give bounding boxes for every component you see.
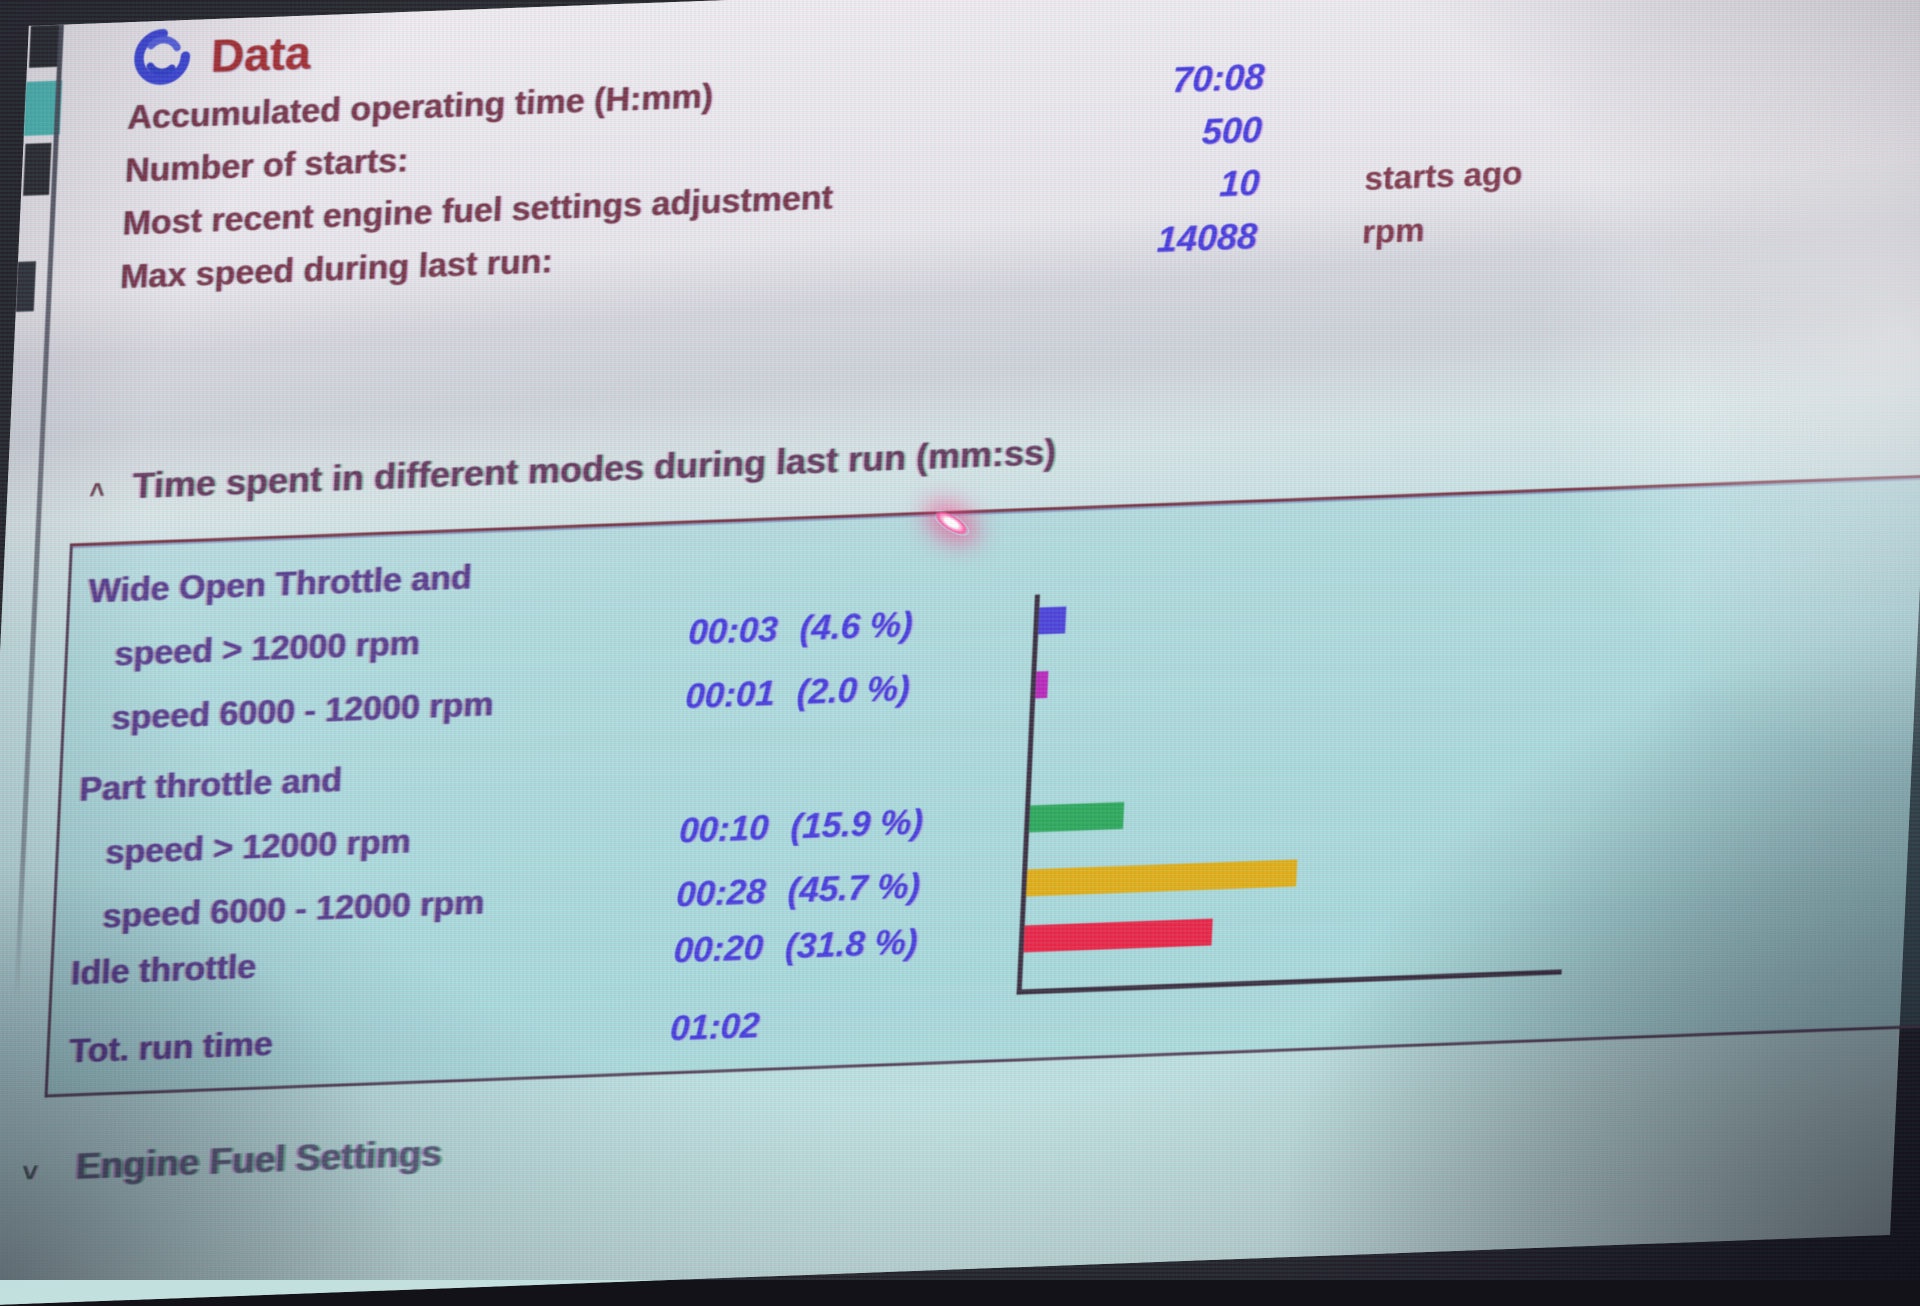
collapse-up-icon[interactable]: ˄ xyxy=(89,474,106,506)
mode-row-value: 00:01 (2.0 %) xyxy=(649,662,1091,718)
mode-row-label: speed > 12000 rpm xyxy=(105,821,412,872)
mode-row-value: 00:03 (4.6 %) xyxy=(652,598,1094,654)
chart-bar xyxy=(1038,606,1066,634)
modes-panel: Wide Open Throttle and speed > 12000 rpm 0… xyxy=(44,473,1920,1097)
mode-row-label: Idle throttle xyxy=(70,947,257,994)
mode-percentage: (15.9 %) xyxy=(790,802,924,847)
mode-time: 00:28 xyxy=(640,872,767,917)
fuel-section-title: Engine Fuel Settings xyxy=(75,1133,443,1189)
mode-row-value: 00:20 (31.8 %) xyxy=(637,916,1079,972)
chart-bar xyxy=(1035,671,1048,698)
stat-unit: rpm xyxy=(1361,195,1643,258)
mode-row-label: Wide Open Throttle and xyxy=(88,558,473,612)
modes-section-title: Time spent in different modes during las… xyxy=(132,431,1057,507)
window-edge-artifact xyxy=(16,261,36,312)
chart-bar xyxy=(1023,919,1212,953)
modes-section-header[interactable]: ˄ Time spent in different modes during l… xyxy=(89,431,1058,509)
mode-row-value: 00:10 (15.9 %) xyxy=(643,796,1085,852)
swirl-data-icon xyxy=(132,26,193,88)
fuel-section-header[interactable]: ˅ Engine Fuel Settings xyxy=(21,1133,443,1191)
stat-value: 70:08 xyxy=(1018,50,1265,112)
chart-bar xyxy=(1026,859,1297,896)
modes-bar-chart xyxy=(1017,574,1580,994)
mode-percentage: (45.7 %) xyxy=(787,866,921,911)
total-run-time-label: Tot. run time xyxy=(69,1024,274,1072)
chart-bar xyxy=(1029,802,1124,832)
mode-row-label: Part throttle and xyxy=(79,760,343,810)
mode-row-value: 00:28 (45.7 %) xyxy=(640,860,1082,916)
total-run-time-value: 01:02 xyxy=(634,994,1076,1050)
mode-time: 00:03 xyxy=(652,610,779,655)
chart-x-axis xyxy=(1017,969,1562,994)
mode-time: 00:10 xyxy=(643,808,770,853)
mode-time: 00:20 xyxy=(637,928,764,973)
collapse-down-icon[interactable]: ˅ xyxy=(21,1158,38,1190)
window-edge-artifact xyxy=(23,143,51,196)
stat-value: 500 xyxy=(1016,103,1263,165)
stat-value: 10 xyxy=(1013,156,1260,218)
page-title: Data xyxy=(210,25,312,83)
mode-percentage: (2.0 %) xyxy=(796,669,911,713)
mode-row-label: speed 6000 - 12000 rpm xyxy=(102,883,486,937)
mode-percentage: (4.6 %) xyxy=(799,605,914,649)
mode-time: 00:01 xyxy=(649,674,776,719)
mode-row-label: speed > 12000 rpm xyxy=(114,623,421,674)
mode-row-label: speed 6000 - 12000 rpm xyxy=(111,685,495,739)
window-edge-artifact xyxy=(29,25,61,68)
mode-percentage: (31.8 %) xyxy=(784,922,918,967)
stat-value: 14088 xyxy=(1011,209,1258,271)
